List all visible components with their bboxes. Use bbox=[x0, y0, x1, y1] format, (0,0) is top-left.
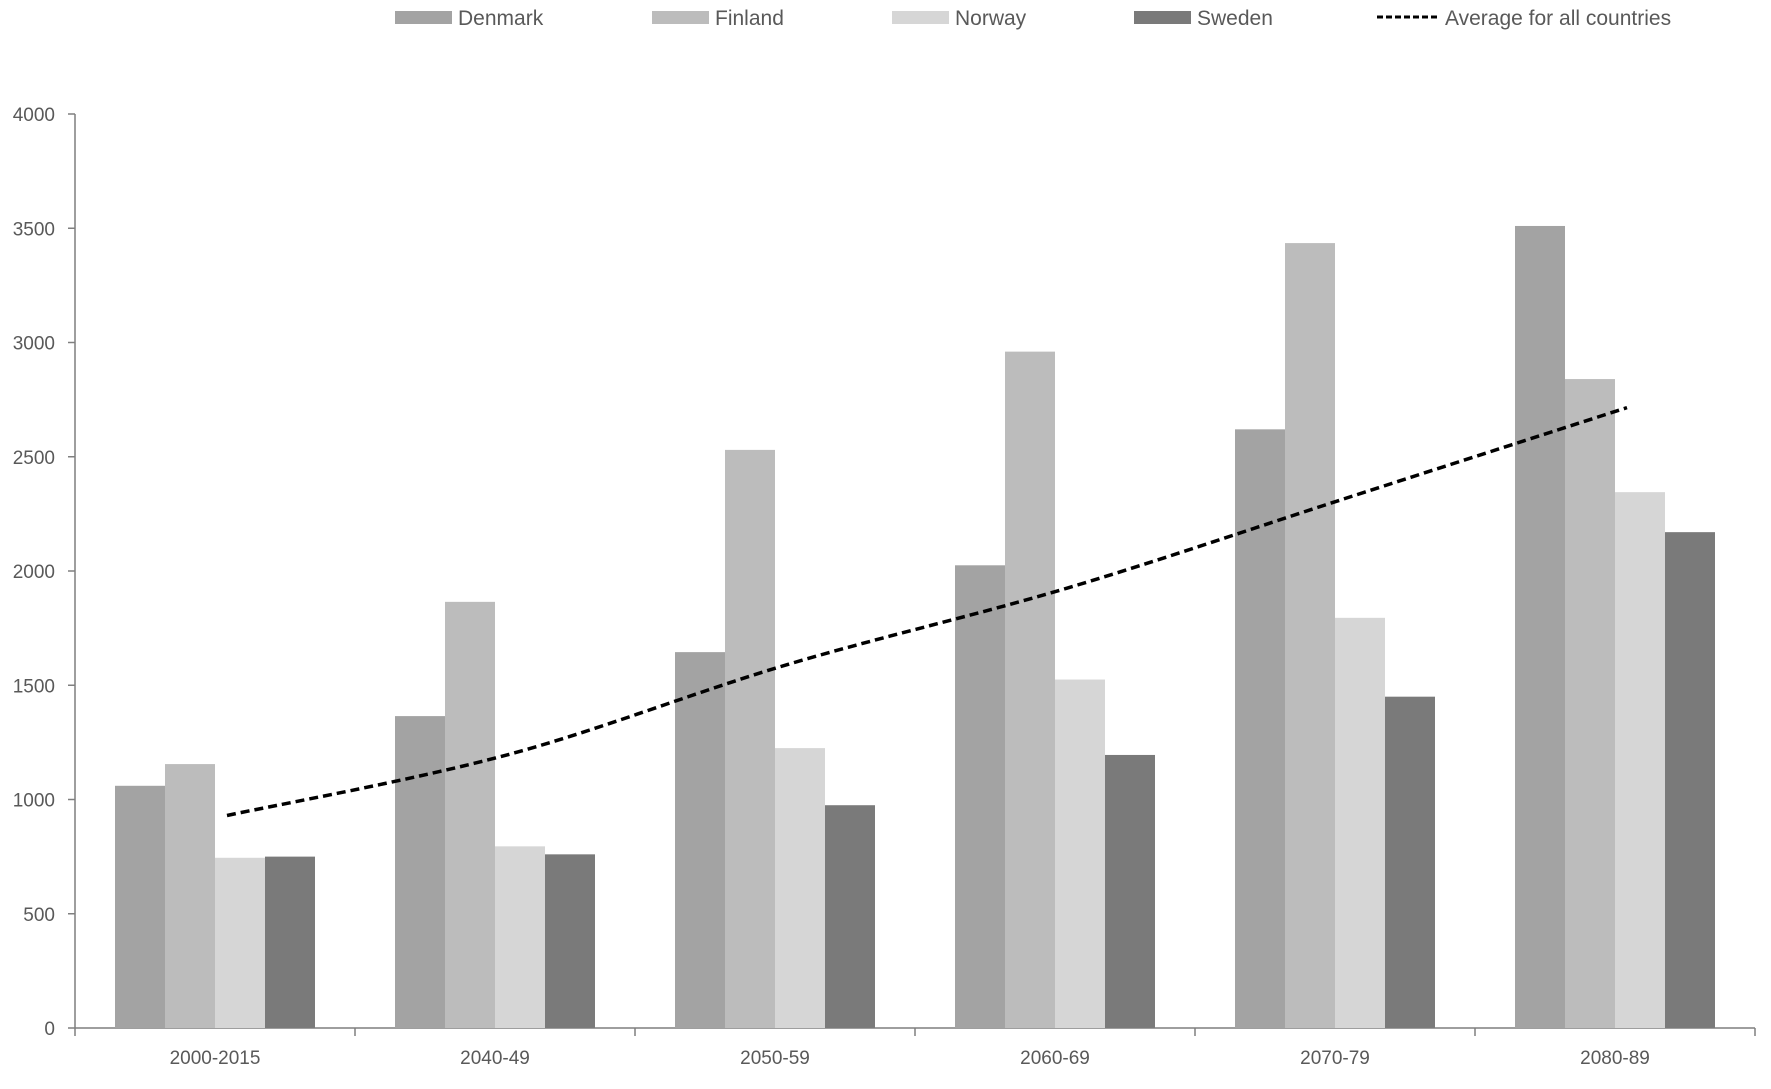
bar-norway-4 bbox=[1055, 679, 1105, 1028]
x-tick-label: 2050-59 bbox=[740, 1048, 810, 1069]
x-tick-label: 2000-2015 bbox=[170, 1048, 261, 1069]
legend-swatch-denmark bbox=[395, 11, 452, 24]
y-tick-label: 3500 bbox=[13, 219, 55, 240]
y-tick-label: 1000 bbox=[13, 791, 55, 812]
bar-denmark-5 bbox=[1235, 429, 1285, 1029]
y-tick-label: 3000 bbox=[13, 334, 55, 355]
y-tick-label: 2500 bbox=[13, 448, 55, 469]
y-tick-label: 0 bbox=[44, 1019, 55, 1040]
y-tick-label: 1500 bbox=[13, 676, 55, 697]
legend: Denmark Finland Norway Sweden Average for al… bbox=[395, 7, 1671, 30]
bar-denmark-2 bbox=[395, 716, 445, 1028]
bar-finland-2 bbox=[445, 601, 495, 1028]
legend-label-sweden: Sweden bbox=[1197, 7, 1273, 30]
bar-denmark-4 bbox=[955, 565, 1005, 1028]
average-line bbox=[226, 405, 1628, 818]
legend-swatch-norway bbox=[892, 11, 949, 24]
x-tick-label: 2060-69 bbox=[1020, 1048, 1090, 1069]
y-tick-label: 2000 bbox=[13, 562, 55, 583]
legend-label-average: Average for all countries bbox=[1445, 7, 1671, 30]
bar-sweden-5 bbox=[1385, 696, 1435, 1028]
x-tick-label: 2080-89 bbox=[1580, 1048, 1650, 1069]
bars bbox=[115, 225, 1715, 1029]
legend-label-finland: Finland bbox=[715, 7, 784, 30]
bar-denmark-6 bbox=[1515, 225, 1565, 1029]
x-tick-label: 2070-79 bbox=[1300, 1048, 1370, 1069]
bar-finland-6 bbox=[1565, 379, 1615, 1028]
legend-label-norway: Norway bbox=[955, 7, 1027, 30]
bar-finland-1 bbox=[165, 764, 215, 1028]
bar-finland-4 bbox=[1005, 351, 1055, 1028]
bar-sweden-1 bbox=[265, 856, 315, 1028]
bar-sweden-3 bbox=[825, 805, 875, 1028]
legend-label-denmark: Denmark bbox=[458, 7, 544, 30]
bar-denmark-3 bbox=[675, 652, 725, 1028]
bar-sweden-6 bbox=[1665, 532, 1715, 1028]
bar-sweden-4 bbox=[1105, 754, 1155, 1028]
average-line-group bbox=[226, 405, 1628, 818]
y-tick-label: 4000 bbox=[13, 105, 55, 126]
y-tick-label: 500 bbox=[23, 905, 55, 926]
x-tick-labels: 2000-2015 2040-49 2050-59 2060-69 2070-79 208… bbox=[74, 1028, 1756, 1069]
axes bbox=[74, 114, 1755, 1029]
bar-norway-2 bbox=[495, 846, 545, 1028]
bar-sweden-2 bbox=[545, 854, 595, 1028]
bar-finland-3 bbox=[725, 449, 775, 1028]
legend-swatch-sweden bbox=[1134, 11, 1191, 24]
y-tick-labels: 0 500 1000 1500 2000 2500 3000 3500 4000 bbox=[13, 105, 75, 1040]
bar-denmark-1 bbox=[115, 785, 165, 1028]
legend-swatch-finland bbox=[652, 11, 709, 24]
bar-finland-5 bbox=[1285, 243, 1335, 1029]
bar-norway-5 bbox=[1335, 617, 1385, 1028]
bar-norway-1 bbox=[215, 857, 265, 1028]
bar-norway-6 bbox=[1615, 492, 1665, 1029]
x-tick-label: 2040-49 bbox=[460, 1048, 530, 1069]
bar-norway-3 bbox=[775, 748, 825, 1028]
